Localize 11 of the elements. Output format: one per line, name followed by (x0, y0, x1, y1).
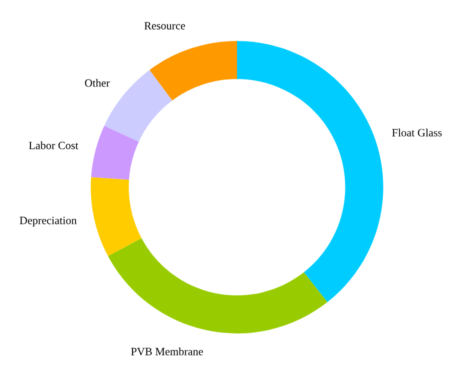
donut-slice (150, 40, 237, 100)
slice-label: Depreciation (20, 216, 77, 226)
donut-slice (90, 177, 142, 256)
slice-label: Float Glass (392, 128, 442, 136)
slice-label: Other (84, 78, 110, 87)
slice-label: Resource (144, 22, 186, 30)
donut-slice (108, 238, 328, 334)
slice-label: Labor Cost (28, 141, 78, 150)
donut-slice (237, 40, 384, 302)
slice-label: PVB Membrane (131, 347, 203, 356)
donut-slice (91, 126, 139, 180)
